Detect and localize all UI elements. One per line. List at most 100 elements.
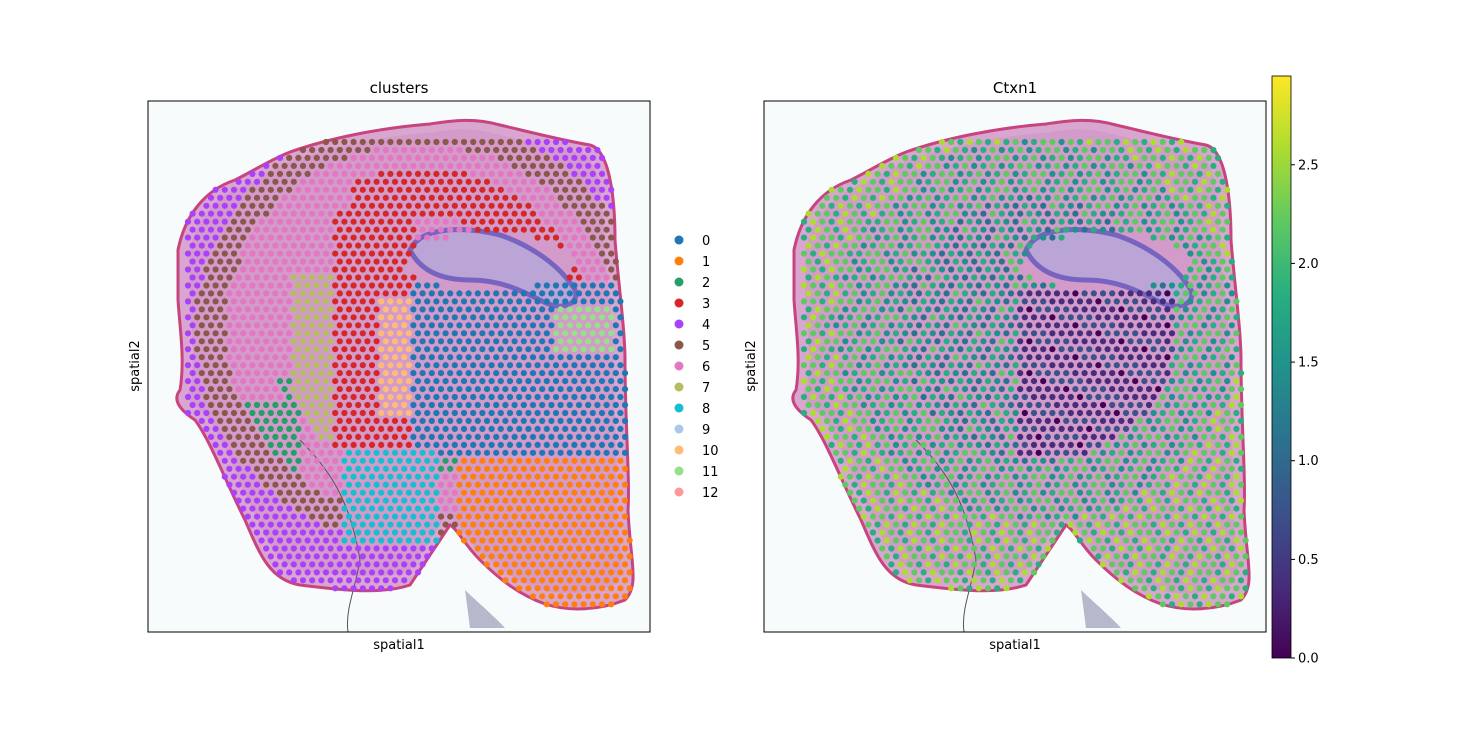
cluster-spot (327, 338, 334, 345)
expression-spot (805, 306, 812, 313)
cluster-spot (249, 393, 256, 401)
cluster-spot (194, 378, 201, 385)
expression-spot (1017, 401, 1024, 409)
cluster-spot (506, 393, 514, 401)
expression-spot (1012, 553, 1019, 560)
expression-spot (1007, 226, 1015, 233)
cluster-spot (194, 298, 201, 305)
cluster-spot (437, 497, 445, 504)
expression-spot (851, 497, 858, 504)
cluster-spot (313, 362, 320, 369)
cluster-spot (516, 218, 523, 225)
expression-spot (1132, 409, 1139, 417)
expression-spot (897, 370, 904, 377)
expression-spot (1049, 425, 1056, 432)
expression-spot (800, 218, 808, 225)
expression-spot (1219, 210, 1226, 217)
cluster-spot (405, 553, 412, 560)
cluster-spot (364, 370, 371, 377)
expression-spot (948, 234, 955, 241)
expression-spot (1067, 489, 1074, 496)
cluster-spot (424, 473, 431, 480)
expression-spot (1012, 425, 1019, 432)
cluster-spot (318, 242, 325, 249)
expression-spot (966, 138, 973, 146)
expression-spot (1145, 290, 1153, 297)
cluster-spot (203, 250, 210, 257)
cluster-spot (286, 393, 293, 401)
expression-spot (1155, 306, 1162, 313)
cluster-spot (387, 186, 394, 193)
cluster-spot (474, 417, 481, 424)
cluster-spot (263, 242, 270, 249)
expression-spot (869, 306, 877, 313)
cluster-spot (249, 266, 256, 273)
expression-spot (998, 242, 1005, 249)
cluster-spot (249, 170, 256, 177)
cluster-spot (194, 362, 201, 369)
cluster-spot (304, 298, 311, 305)
cluster-spot (203, 266, 210, 273)
cluster-spot (401, 242, 408, 249)
expression-spot (925, 162, 932, 169)
cluster-spot (479, 186, 486, 193)
expression-spot (1205, 314, 1212, 321)
expression-spot (1141, 362, 1148, 369)
cluster-spot (276, 266, 284, 273)
expression-spot (1040, 330, 1047, 337)
cluster-spot (497, 489, 504, 496)
expression-spot (943, 290, 950, 297)
cluster-spot (543, 441, 550, 448)
expression-spot (1224, 362, 1231, 369)
expression-spot (851, 290, 858, 297)
cluster-spot (585, 465, 592, 472)
cluster-spot (364, 465, 371, 472)
expression-spot (952, 258, 959, 265)
expression-spot (1021, 409, 1028, 417)
expression-spot (1164, 178, 1171, 185)
expression-spot (1086, 298, 1093, 305)
cluster-spot (612, 258, 619, 265)
expression-spot (883, 521, 890, 528)
expression-spot (1026, 162, 1033, 169)
cluster-spot (525, 569, 532, 576)
expression-spot (888, 178, 895, 185)
expression-spot (1187, 489, 1194, 496)
cluster-spot (465, 481, 472, 488)
cluster-spot (267, 234, 274, 241)
cluster-spot (428, 481, 435, 488)
cluster-spot (235, 226, 242, 233)
cluster-spot (483, 338, 491, 345)
expression-spot (1099, 449, 1107, 456)
cluster-spot (612, 370, 619, 377)
expression-spot (948, 521, 955, 528)
cluster-spot (488, 154, 495, 161)
expression-spot (943, 354, 950, 361)
cluster-spot (240, 489, 247, 496)
cluster-spot (621, 513, 629, 520)
expression-spot (1168, 138, 1176, 146)
expression-spot (819, 282, 826, 289)
legend-marker-9 (674, 424, 684, 434)
expression-spot (828, 234, 835, 241)
expression-spot (915, 322, 923, 329)
expression-spot (1150, 457, 1157, 464)
cluster-spot (511, 226, 518, 233)
expression-spot (1237, 386, 1245, 393)
expression-spot (1164, 545, 1171, 552)
expression-spot (1118, 386, 1125, 393)
expression-spot (1104, 425, 1111, 432)
legend-marker-7 (674, 382, 684, 392)
cluster-spot (258, 314, 265, 321)
expression-spot (943, 545, 950, 552)
expression-spot (948, 202, 955, 209)
expression-spot (925, 322, 932, 329)
expression-spot (989, 386, 996, 393)
cluster-spot (557, 194, 564, 201)
cluster-spot (493, 354, 500, 361)
expression-spot (883, 457, 890, 464)
cluster-spot (562, 489, 569, 496)
expression-spot (1086, 521, 1093, 528)
expression-spot (971, 449, 978, 456)
cluster-spot (483, 178, 491, 185)
